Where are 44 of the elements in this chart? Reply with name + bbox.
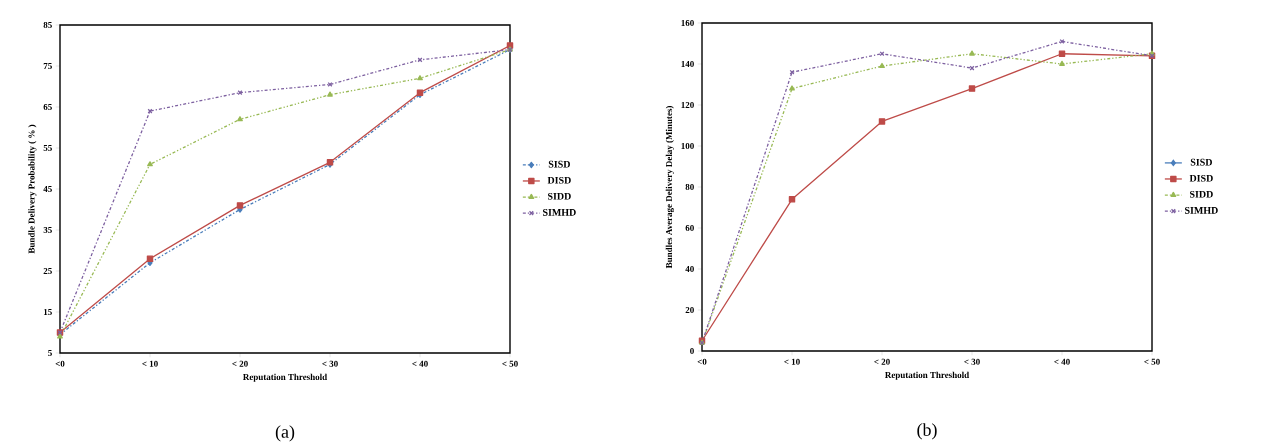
x-tick-label: <0 — [55, 360, 65, 367]
y-tick-label: 65 — [43, 103, 52, 111]
legend-label: DISD — [547, 176, 571, 184]
legend-label: SIDD — [548, 192, 571, 200]
y-tick-label: 25 — [43, 267, 52, 275]
y-tick-label: 75 — [43, 63, 52, 69]
text: (b) — [917, 423, 937, 440]
legend-label: SISD — [548, 160, 570, 168]
y-axis-title: Bundle Delivery Probability ( % ) — [28, 124, 37, 254]
y-tick-label: 100 — [681, 142, 694, 150]
x-tick-label: < 10 — [784, 358, 800, 365]
y-tick-label: 140 — [681, 60, 694, 68]
x-tick-label: < 50 — [1144, 358, 1160, 365]
x-tick-label: < 30 — [964, 358, 980, 365]
y-tick-label: 160 — [681, 19, 694, 27]
x-tick-label: < 10 — [142, 360, 158, 367]
y-tick-label: 5 — [48, 350, 52, 356]
x-axis-title: Reputation Threshold — [243, 373, 328, 382]
legend-label: DISD — [1189, 174, 1213, 182]
x-tick-label: < 20 — [232, 360, 248, 367]
y-tick-label: 80 — [685, 183, 694, 191]
y-tick-label: 20 — [685, 306, 694, 314]
y-tick-label: 40 — [685, 265, 694, 273]
legend-label: SIDD — [1190, 190, 1213, 198]
legend-label: SISD — [1190, 158, 1212, 166]
y-tick-label: 55 — [43, 145, 52, 151]
y-tick-label: 45 — [43, 186, 52, 192]
text: (a) — [275, 425, 295, 442]
y-tick-label: 0 — [690, 347, 694, 355]
y-axis-title: Bundles Average Delivery Delay (Minutes) — [665, 106, 674, 269]
y-tick-label: 85 — [43, 21, 52, 29]
legend-label: SIMHD — [543, 209, 576, 216]
y-tick-label: 35 — [43, 226, 52, 234]
x-tick-label: <0 — [697, 358, 707, 365]
x-tick-label: < 30 — [322, 360, 338, 367]
x-tick-label: < 40 — [1054, 358, 1070, 365]
legend-label: SIMHD — [1185, 207, 1218, 214]
y-tick-label: 120 — [681, 101, 694, 109]
x-tick-label: < 40 — [412, 360, 428, 367]
y-tick-label: 15 — [43, 308, 52, 316]
x-axis-title: Reputation Threshold — [885, 371, 970, 380]
y-tick-label: 60 — [685, 224, 694, 232]
x-tick-label: < 20 — [874, 358, 890, 365]
x-tick-label: < 50 — [502, 360, 518, 367]
